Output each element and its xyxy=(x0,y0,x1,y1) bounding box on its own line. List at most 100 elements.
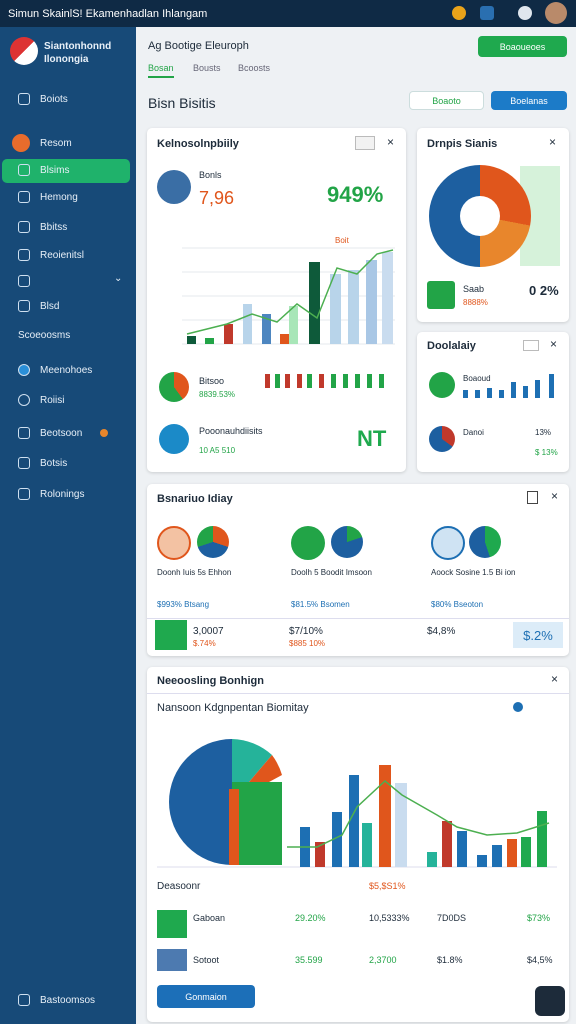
pie-icon xyxy=(331,526,363,558)
cell: 29.20% xyxy=(295,913,326,923)
column-meta: $80% Bseoton xyxy=(431,600,484,609)
label: Boaoud xyxy=(463,374,491,383)
bar-line-chart xyxy=(182,247,395,345)
close-button[interactable]: × xyxy=(551,489,559,503)
pie-icon xyxy=(469,526,501,558)
label: Saab xyxy=(463,284,485,294)
nav-label: Boiots xyxy=(40,93,68,105)
info-icon[interactable] xyxy=(513,702,523,712)
nav-item[interactable]: Hemong xyxy=(18,191,78,203)
nav-label: Bastoomsos xyxy=(40,994,96,1006)
nav-item[interactable]: Rolonings xyxy=(18,488,84,500)
trend-line xyxy=(186,249,394,335)
brand-logo xyxy=(10,37,38,65)
filter-button[interactable]: Boaoto xyxy=(409,91,484,110)
card-title: Doolalaiy xyxy=(427,340,476,352)
nav-item[interactable]: Bastoomsos xyxy=(18,994,95,1006)
close-button[interactable]: × xyxy=(550,337,558,351)
bars xyxy=(187,252,393,344)
row-label: Gaboan xyxy=(193,913,226,923)
label: Danoi xyxy=(463,428,484,437)
nav-label: Meenohoes xyxy=(40,364,93,376)
nav-label: Blsd xyxy=(40,300,60,312)
row-icon xyxy=(157,910,187,938)
cell: 10,5333% xyxy=(369,913,410,923)
row-value: 10 A5 510 xyxy=(199,446,236,455)
nav-item[interactable]: Beotsoon xyxy=(18,427,82,439)
close-button[interactable]: × xyxy=(387,135,395,149)
row-label: Sotoot xyxy=(193,955,220,965)
row-label: Bitsoo xyxy=(199,376,225,386)
sub-value: $.74% xyxy=(193,639,216,648)
nav-label: Hemong xyxy=(40,191,78,203)
row-icon xyxy=(157,949,187,971)
avatar[interactable] xyxy=(545,2,567,24)
nav-item[interactable]: Boiots xyxy=(18,93,68,105)
nav-label: Bbitss xyxy=(40,221,68,233)
trend-line xyxy=(287,780,550,848)
tab[interactable]: Bosan xyxy=(148,63,174,78)
bottom-button[interactable]: Gonmaion xyxy=(157,985,255,1008)
column-text: Aoock Sosine 1.5 Bi ion xyxy=(431,568,516,577)
card-title: Drnpis Sianis xyxy=(427,138,498,150)
sub-value: 8888% xyxy=(463,298,488,307)
chart-note: $5,$S1% xyxy=(369,881,406,891)
mini-bars xyxy=(463,374,554,398)
nav-label: Reoienitsl xyxy=(40,249,84,261)
nav-label: Botsis xyxy=(40,457,68,469)
close-button[interactable]: × xyxy=(551,672,559,686)
value: 0 2% xyxy=(529,283,559,298)
nav-label: Blsims xyxy=(40,164,70,176)
nav-item[interactable]: Roiisi xyxy=(18,394,64,406)
nav-item[interactable]: Blsd xyxy=(18,300,59,312)
nav-item[interactable]: Blsims xyxy=(18,164,69,176)
nav-item[interactable]: Resom xyxy=(12,134,72,152)
top-bar: Simun SkainlS! Ekamenhadlan Ihlangam xyxy=(0,0,576,27)
nav-item[interactable]: Bbitss xyxy=(18,221,67,233)
nav-item[interactable]: Botsis xyxy=(18,457,67,469)
grid-menu-button[interactable] xyxy=(535,986,565,1016)
primary-button[interactable]: Boaoueoes xyxy=(478,36,567,57)
mini-bars xyxy=(265,374,384,388)
nav-label: Beotsoon xyxy=(40,427,83,439)
card-subtitle: Nansoon Kdgnpentan Biomitay xyxy=(157,702,309,714)
nav-item[interactable] xyxy=(18,275,30,287)
tab[interactable]: Bousts xyxy=(193,63,221,73)
copy-button[interactable] xyxy=(527,491,538,504)
close-button[interactable]: × xyxy=(549,135,557,149)
divider xyxy=(147,618,569,619)
row-value: 8839.53% xyxy=(199,390,236,399)
icon xyxy=(431,526,465,560)
value: $7/10% xyxy=(289,626,323,637)
badge: NT xyxy=(357,426,387,451)
column-text: Doolh 5 Boodit Imsoon xyxy=(291,568,372,577)
cell: $4,5% xyxy=(527,955,553,965)
expand-button[interactable] xyxy=(523,340,539,351)
app-title: Simun SkainlS! Ekamenhadlan Ihlangam xyxy=(8,8,208,20)
value: $4,8% xyxy=(427,626,456,637)
chevron[interactable]: ⌄ xyxy=(114,273,123,284)
notification-icon[interactable] xyxy=(452,6,466,20)
settings-icon[interactable] xyxy=(518,6,532,20)
action-button[interactable]: Boelanas xyxy=(491,91,567,110)
chart-note: Boit xyxy=(335,236,349,245)
cell: 2,3700 xyxy=(369,955,397,965)
kpi-label: Bonls xyxy=(199,170,222,180)
nav-item[interactable]: Meenohoes xyxy=(18,364,92,376)
cell: 7D0DS xyxy=(437,913,467,923)
icon xyxy=(155,620,187,650)
breadcrumb: Ag Bootige Eleuroph xyxy=(148,40,249,52)
column-meta: $81.5% Bsomen xyxy=(291,600,350,609)
badge-dot xyxy=(100,429,108,437)
tab[interactable]: Bcoosts xyxy=(238,63,271,73)
card: Drnpis Sianis × Saab 8888% 0 2% xyxy=(417,128,569,322)
message-icon[interactable] xyxy=(480,6,494,20)
kpi-percent: 949% xyxy=(327,182,384,207)
nav-label: Roiisi xyxy=(40,394,65,406)
row-label: Pooonauhdiisits xyxy=(199,426,263,436)
donut-chart xyxy=(429,165,531,267)
nav-item[interactable]: Reoienitsl xyxy=(18,249,84,261)
brand-name: Siantonhonnd Ilonongia xyxy=(44,41,112,65)
expand-button[interactable] xyxy=(355,136,375,150)
icon xyxy=(291,526,325,560)
